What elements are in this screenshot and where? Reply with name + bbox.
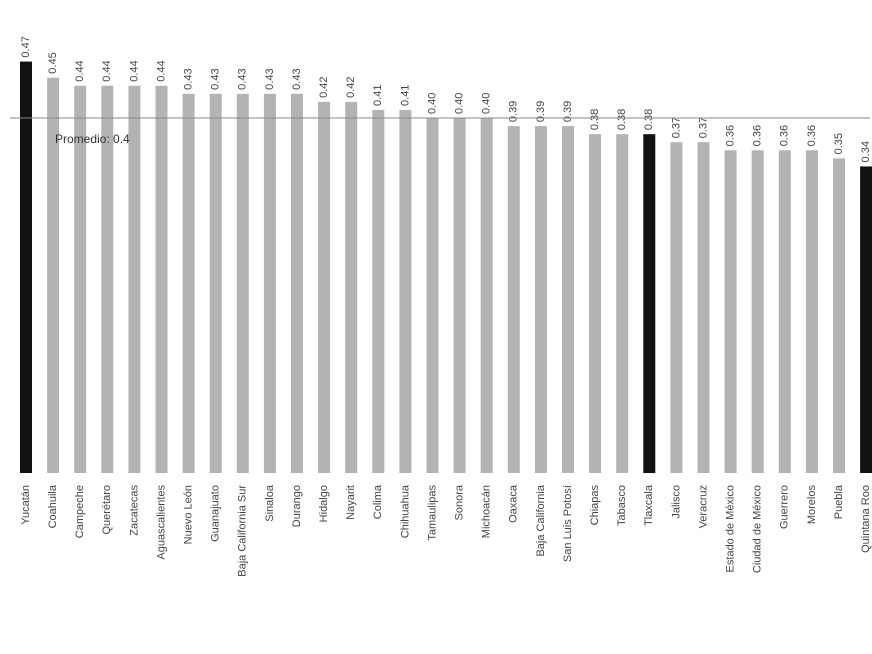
value-label: 0.42 bbox=[318, 76, 330, 97]
bar bbox=[805, 150, 818, 474]
bar bbox=[697, 142, 710, 473]
value-label: 0.34 bbox=[860, 141, 872, 162]
bar bbox=[318, 101, 331, 474]
value-label: 0.38 bbox=[616, 109, 628, 130]
x-tick-label: Yucatán bbox=[20, 485, 32, 525]
bar bbox=[291, 93, 303, 473]
bar bbox=[670, 142, 683, 473]
bar bbox=[74, 85, 87, 474]
value-label: 0.44 bbox=[155, 60, 167, 81]
x-tick-label: Quintana Roo bbox=[860, 485, 872, 553]
x-tick-label: Nuevo León bbox=[183, 485, 195, 544]
x-tick-label: Tabasco bbox=[616, 485, 628, 526]
x-tick-label: Colima bbox=[372, 484, 384, 519]
bar bbox=[182, 93, 195, 473]
x-tick-label: Aguascalientes bbox=[155, 485, 167, 560]
x-tick-label: Baja California Sur bbox=[237, 485, 249, 577]
bar bbox=[833, 158, 845, 473]
value-label: 0.37 bbox=[697, 117, 709, 138]
x-tick-label: Sinaloa bbox=[264, 484, 276, 522]
value-label: 0.44 bbox=[128, 60, 140, 81]
x-tick-label: Tlaxcala bbox=[643, 484, 655, 526]
x-tick-label: Nayarit bbox=[345, 485, 357, 520]
value-label: 0.41 bbox=[399, 85, 411, 106]
x-tick-label: Tamaulipas bbox=[426, 485, 438, 541]
value-label: 0.45 bbox=[47, 52, 59, 73]
value-label: 0.43 bbox=[264, 68, 276, 89]
x-tick-label: Zacatecas bbox=[128, 485, 140, 536]
value-label: 0.40 bbox=[481, 93, 493, 114]
x-tick-label: Oaxaca bbox=[508, 484, 520, 523]
x-tick-label: Durango bbox=[291, 485, 303, 527]
bar bbox=[399, 109, 412, 473]
bar bbox=[724, 150, 737, 474]
value-label: 0.36 bbox=[806, 125, 818, 146]
value-label: 0.43 bbox=[237, 68, 249, 89]
value-label: 0.44 bbox=[101, 60, 113, 81]
bar bbox=[372, 109, 385, 473]
x-tick-label: Ciudad de México bbox=[752, 485, 764, 573]
bar bbox=[263, 93, 276, 473]
value-label: 0.39 bbox=[562, 101, 574, 122]
bar bbox=[345, 101, 358, 474]
bar bbox=[236, 93, 249, 473]
x-tick-label: Chihuahua bbox=[399, 484, 411, 538]
value-label: 0.41 bbox=[372, 85, 384, 106]
x-tick-label: Chiapas bbox=[589, 485, 601, 526]
value-label: 0.43 bbox=[291, 68, 303, 89]
value-label: 0.35 bbox=[833, 133, 845, 154]
bar bbox=[426, 118, 439, 474]
x-tick-label: Hidalgo bbox=[318, 485, 330, 522]
value-label: 0.39 bbox=[508, 101, 520, 122]
value-label: 0.37 bbox=[670, 117, 682, 138]
bar bbox=[562, 126, 574, 473]
x-tick-label: Estado de México bbox=[725, 485, 737, 572]
bar bbox=[751, 150, 764, 474]
bar bbox=[155, 85, 168, 474]
value-label: 0.47 bbox=[20, 36, 32, 57]
bar bbox=[534, 126, 547, 473]
value-label: 0.36 bbox=[725, 125, 737, 146]
x-tick-label: Baja California bbox=[535, 484, 547, 556]
x-tick-label: Michoacán bbox=[481, 485, 493, 538]
value-label: 0.43 bbox=[210, 68, 222, 89]
value-label: 0.44 bbox=[74, 60, 86, 81]
bar bbox=[643, 134, 656, 473]
x-tick-label: Coahuila bbox=[47, 484, 59, 528]
value-label: 0.36 bbox=[752, 125, 764, 146]
bar bbox=[507, 126, 520, 473]
x-tick-label: Campeche bbox=[74, 485, 86, 538]
average-label: Promedio: 0.4 bbox=[55, 132, 130, 146]
value-label: 0.42 bbox=[345, 76, 357, 97]
x-tick-label: Guanajuato bbox=[210, 485, 222, 542]
bar bbox=[128, 85, 141, 474]
value-label: 0.40 bbox=[454, 93, 466, 114]
bar bbox=[480, 118, 493, 474]
bar bbox=[589, 134, 602, 473]
bar bbox=[101, 85, 114, 474]
value-label: 0.38 bbox=[643, 109, 655, 130]
x-tick-label: Morelos bbox=[806, 485, 818, 525]
bar bbox=[778, 150, 791, 474]
bar bbox=[20, 61, 32, 473]
value-label: 0.40 bbox=[426, 93, 438, 114]
bar bbox=[209, 93, 222, 473]
x-tick-label: Veracruz bbox=[697, 485, 709, 528]
bar bbox=[860, 166, 872, 473]
bar bbox=[47, 77, 60, 474]
x-tick-label: Guerrero bbox=[779, 485, 791, 529]
x-tick-label: Puebla bbox=[833, 484, 845, 519]
value-label: 0.43 bbox=[183, 68, 195, 89]
x-tick-label: Jalisco bbox=[670, 485, 682, 519]
value-label: 0.39 bbox=[535, 101, 547, 122]
value-label: 0.38 bbox=[589, 109, 601, 130]
bar bbox=[616, 134, 629, 473]
x-tick-label: Querétaro bbox=[101, 485, 113, 535]
value-label: 0.36 bbox=[779, 125, 791, 146]
bar bbox=[453, 118, 466, 474]
x-tick-label: Sonora bbox=[454, 484, 466, 520]
x-tick-label: San Luis Potosí bbox=[562, 485, 574, 562]
